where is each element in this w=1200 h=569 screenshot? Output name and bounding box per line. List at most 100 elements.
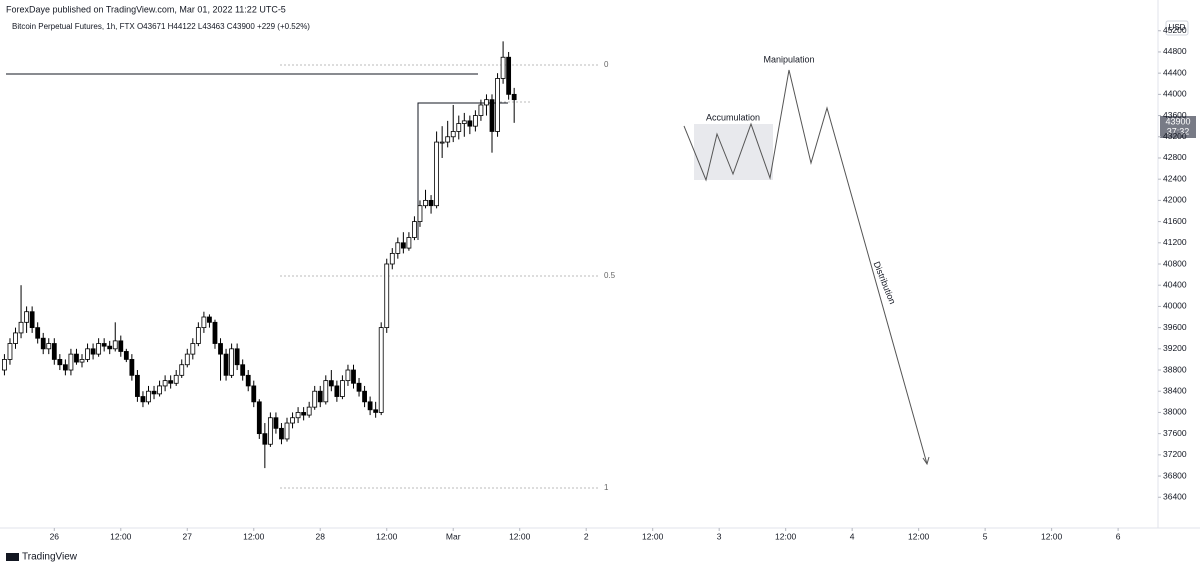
candle-body: [107, 345, 113, 350]
candle-body: [40, 337, 46, 350]
candle-body: [195, 327, 201, 344]
candle-body: [284, 422, 290, 440]
y-tick-label: 37600: [1163, 428, 1187, 438]
candle-body: [240, 364, 246, 376]
y-tick-label: 44800: [1163, 46, 1187, 56]
candle-body: [162, 380, 168, 387]
last-price: 43900: [1165, 116, 1190, 126]
candle-body: [279, 427, 284, 440]
y-tick-label: 37200: [1163, 449, 1187, 459]
candle-body: [317, 390, 323, 403]
candle-body: [273, 417, 279, 429]
x-tick-label: 3: [717, 531, 722, 541]
candle-body: [18, 321, 24, 334]
candle-body: [140, 396, 146, 403]
y-tick-label: 45200: [1163, 25, 1187, 35]
candle-body: [378, 327, 384, 413]
candle-body: [146, 390, 151, 403]
candle-body: [212, 321, 218, 344]
candle-body: [135, 374, 140, 397]
candle-body: [267, 417, 273, 445]
candle-body: [384, 263, 390, 329]
x-tick-label: 12:00: [908, 531, 930, 541]
candle-body: [157, 385, 162, 395]
candle-body: [7, 343, 13, 360]
y-tick-label: 43200: [1163, 131, 1187, 141]
candle-body: [439, 141, 445, 144]
candle-body: [2, 359, 7, 371]
x-tick-label: 2: [584, 531, 589, 541]
y-tick-label: 40000: [1163, 301, 1187, 311]
candle-body: [306, 406, 312, 416]
candle-body: [24, 311, 29, 323]
x-tick-label: 12:00: [110, 531, 132, 541]
candle-body: [123, 351, 129, 360]
candle-body: [57, 359, 63, 366]
candle-body: [79, 359, 85, 363]
y-tick-label: 44400: [1163, 67, 1187, 77]
y-tick-label: 40400: [1163, 279, 1187, 289]
candle-body: [51, 343, 57, 360]
x-tick-label: 27: [183, 531, 193, 541]
candle-body: [151, 390, 157, 395]
candle-body: [301, 412, 307, 416]
chart-title: Bitcoin Perpetual Futures, 1h, FTX O4367…: [12, 22, 310, 31]
candle-body: [484, 99, 489, 106]
candle-body: [334, 385, 340, 397]
candle-body: [400, 242, 406, 249]
y-tick-label: 42800: [1163, 152, 1187, 162]
candle-body: [245, 374, 251, 387]
y-tick-label: 38000: [1163, 407, 1187, 417]
candle-body: [373, 409, 379, 413]
candle-body: [356, 382, 362, 392]
candle-body: [190, 343, 196, 355]
annotation: Accumulation: [706, 112, 760, 122]
y-tick-label: 39200: [1163, 343, 1187, 353]
candle-body: [256, 401, 262, 435]
candle-body: [168, 380, 174, 384]
candle-body: [101, 343, 107, 347]
candle-body: [461, 120, 467, 124]
candle-body: [218, 343, 223, 355]
currency: USD: [1169, 23, 1186, 32]
y-tick-label: 41600: [1163, 216, 1187, 226]
arrow-head: [922, 456, 930, 466]
x-tick-label: 12:00: [642, 531, 664, 541]
candle-body: [417, 205, 423, 222]
x-tick-label: 4: [850, 531, 855, 541]
y-tick-label: 42400: [1163, 173, 1187, 183]
candle-body: [495, 78, 500, 132]
candle-body: [234, 348, 240, 366]
candle-body: [434, 141, 440, 207]
candle-body: [351, 369, 356, 384]
candle-body: [412, 221, 417, 238]
candle-body: [251, 385, 257, 403]
candle-body: [295, 412, 301, 419]
fib-label: 1: [604, 483, 609, 492]
y-tick-label: 38800: [1163, 364, 1187, 374]
credit: ForexDaye published on TradingView.com, …: [6, 4, 286, 14]
x-tick-label: 28: [316, 531, 326, 541]
y-tick-label: 39600: [1163, 322, 1187, 332]
candle-body: [450, 131, 456, 138]
candle-body: [328, 380, 334, 387]
x-tick-label: 12:00: [775, 531, 797, 541]
accumulation-box: [694, 124, 773, 180]
candle-body: [35, 327, 41, 339]
brand: TradingView: [22, 552, 78, 563]
x-tick-label: 26: [50, 531, 60, 541]
candle-body: [29, 311, 35, 329]
candle-body: [367, 401, 373, 411]
candle-body: [229, 348, 235, 376]
candle-body: [467, 120, 473, 127]
candle-body: [340, 380, 345, 397]
countdown: 37:32: [1167, 126, 1190, 136]
candle-body: [362, 390, 367, 403]
y-tick-label: 43600: [1163, 110, 1187, 120]
candle-body: [223, 353, 229, 376]
candle-body: [423, 199, 428, 207]
candle-body: [500, 56, 506, 79]
annotation: Manipulation: [763, 54, 814, 64]
